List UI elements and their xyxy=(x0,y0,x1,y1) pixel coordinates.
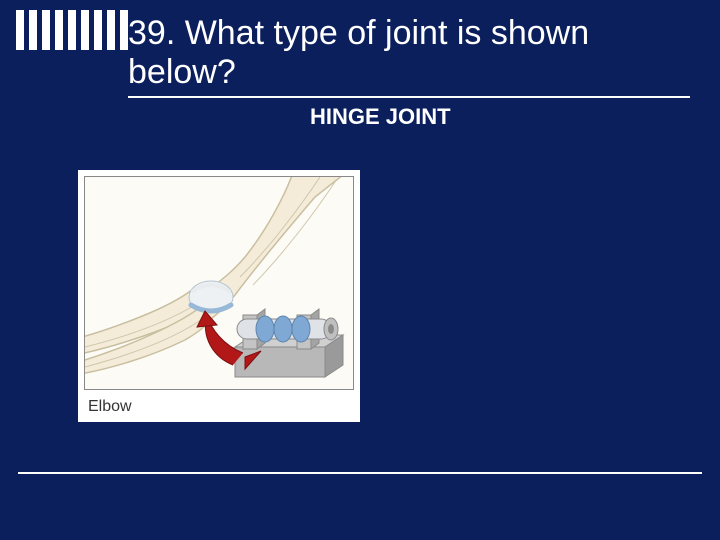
figure-inner-frame xyxy=(84,176,354,390)
answer-text: HINGE JOINT xyxy=(310,104,451,130)
top-comb-decoration xyxy=(16,10,128,50)
figure-panel: Elbow xyxy=(78,170,360,422)
bottom-rule xyxy=(18,472,702,474)
slide: 39. What type of joint is shown below? H… xyxy=(0,0,720,540)
slide-title: 39. What type of joint is shown below? xyxy=(128,14,690,92)
title-block: 39. What type of joint is shown below? xyxy=(128,14,690,98)
figure-caption: Elbow xyxy=(88,398,132,416)
elbow-hinge-illustration xyxy=(85,177,353,387)
